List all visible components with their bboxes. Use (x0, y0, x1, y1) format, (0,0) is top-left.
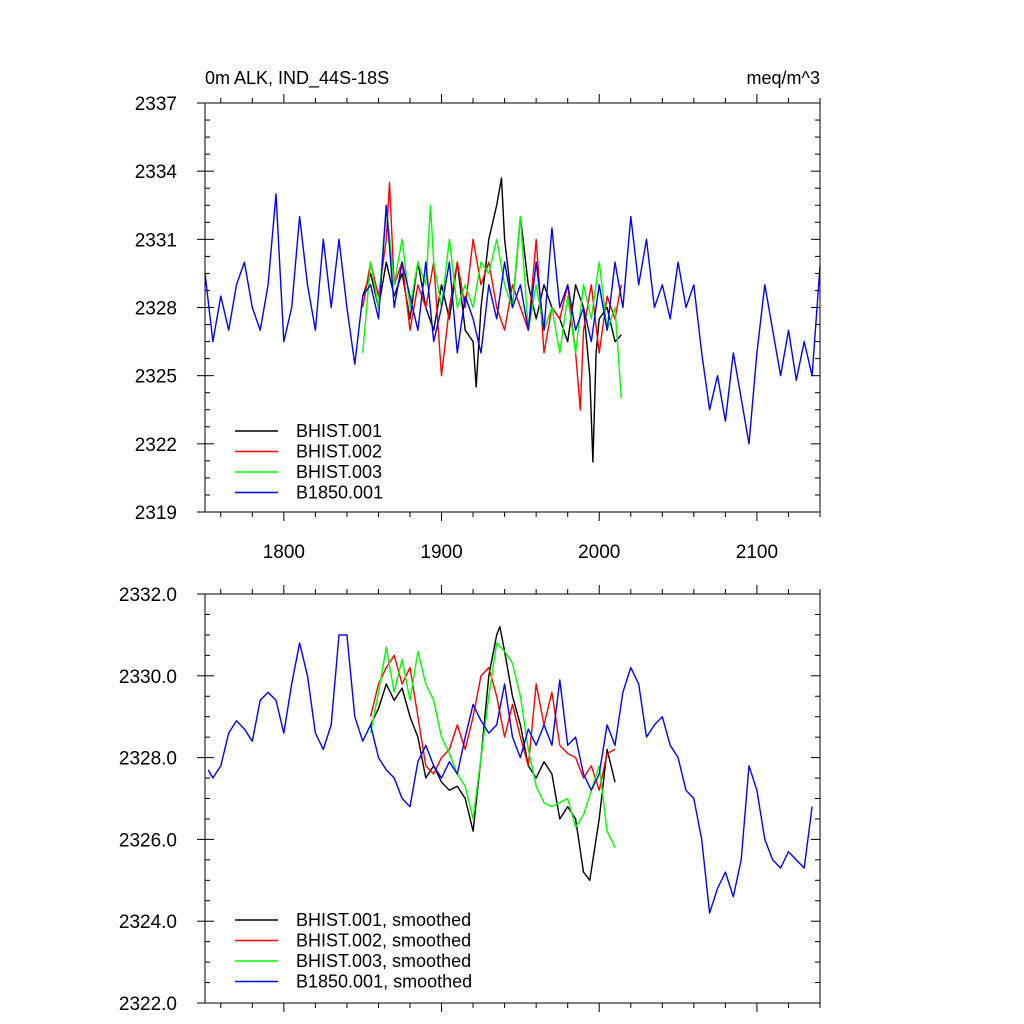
legend-label: B1850.001, smoothed (296, 972, 472, 992)
legend-label: BHIST.001, smoothed (296, 910, 471, 930)
xtick-label: 1800 (263, 542, 305, 563)
top-series-lines (204, 177, 821, 463)
ytick-label: 2325 (135, 367, 177, 388)
legend-label: BHIST.001 (296, 421, 382, 441)
bottom-plot-frame (204, 593, 821, 1004)
xtick-label: 2100 (736, 542, 778, 563)
ytick-label: 2328.0 (119, 749, 177, 770)
ytick-label: 2330.0 (119, 667, 177, 688)
ytick-label: 2326.0 (119, 830, 177, 851)
series-line-bhist-001-smoothed (369, 626, 616, 881)
series-line-b1850-001 (204, 193, 821, 445)
top-panel: 0m ALK, IND_44S-18S meq/m^3 2319 2322 2325… (135, 68, 821, 563)
ytick-label: 2328 (135, 299, 177, 320)
ytick-label: 2319 (135, 503, 177, 524)
bottom-series-lines (207, 626, 813, 914)
legend-label: BHIST.003 (296, 462, 382, 482)
ytick-label: 2337 (135, 94, 177, 115)
top-plot-frame (204, 102, 821, 513)
series-line-bhist-002-smoothed (369, 654, 616, 791)
ytick-label: 2334 (135, 162, 178, 183)
series-line-bhist-003-smoothed (369, 642, 616, 848)
ytick-label: 2324.0 (119, 912, 177, 933)
ytick-label: 2322 (135, 435, 177, 456)
top-axis-ticks: 2319 2322 2325 2328 2331 2334 2337 1800 1900 2000… (135, 94, 821, 563)
series-line-b1850-001-smoothed (207, 634, 813, 914)
ytick-label: 2332.0 (119, 585, 177, 606)
legend-label: BHIST.003, smoothed (296, 951, 471, 971)
top-title-left: 0m ALK, IND_44S-18S (205, 68, 389, 89)
ytick-label: 2331 (135, 230, 177, 251)
ytick-label: 2322.0 (119, 994, 177, 1015)
top-title-right: meq/m^3 (747, 68, 820, 88)
legend-label: BHIST.002, smoothed (296, 931, 471, 951)
legend-label: B1850.001 (296, 483, 383, 503)
bottom-panel: 2322.0 2324.0 2326.0 2328.0 2330.0 2332.0 BHI… (119, 585, 821, 1015)
xtick-label: 1900 (420, 542, 462, 563)
xtick-label: 2000 (578, 542, 620, 563)
legend-label: BHIST.002 (296, 442, 382, 462)
series-line-bhist-001 (362, 177, 622, 463)
